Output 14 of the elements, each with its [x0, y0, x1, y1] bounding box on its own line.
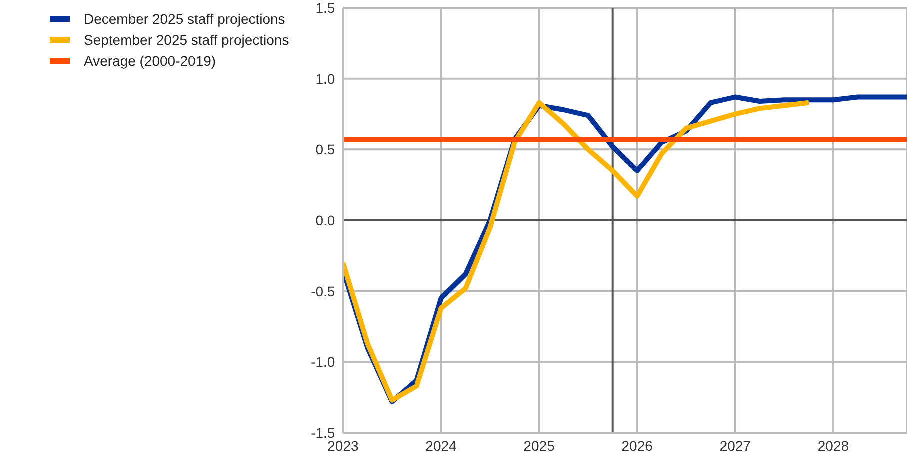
y-tick-label: 0.5 [316, 142, 336, 158]
y-tick-label: 1.5 [316, 0, 336, 16]
legend-label: Average (2000-2019) [84, 52, 216, 68]
x-tick-label: 2026 [622, 438, 654, 454]
legend-label: September 2025 staff projections [84, 32, 290, 48]
x-tick-label: 2027 [720, 438, 752, 454]
legend-label: December 2025 staff projections [84, 10, 286, 26]
y-tick-label: 1.0 [316, 70, 336, 87]
y-tick-label: 0.0 [316, 212, 336, 228]
x-tick-label: 2024 [426, 438, 458, 454]
x-tick-label: 2025 [524, 438, 556, 454]
y-tick-label: -1.0 [311, 354, 336, 370]
x-tick-label: 2028 [818, 438, 850, 454]
y-tick-label: -0.5 [311, 283, 336, 300]
